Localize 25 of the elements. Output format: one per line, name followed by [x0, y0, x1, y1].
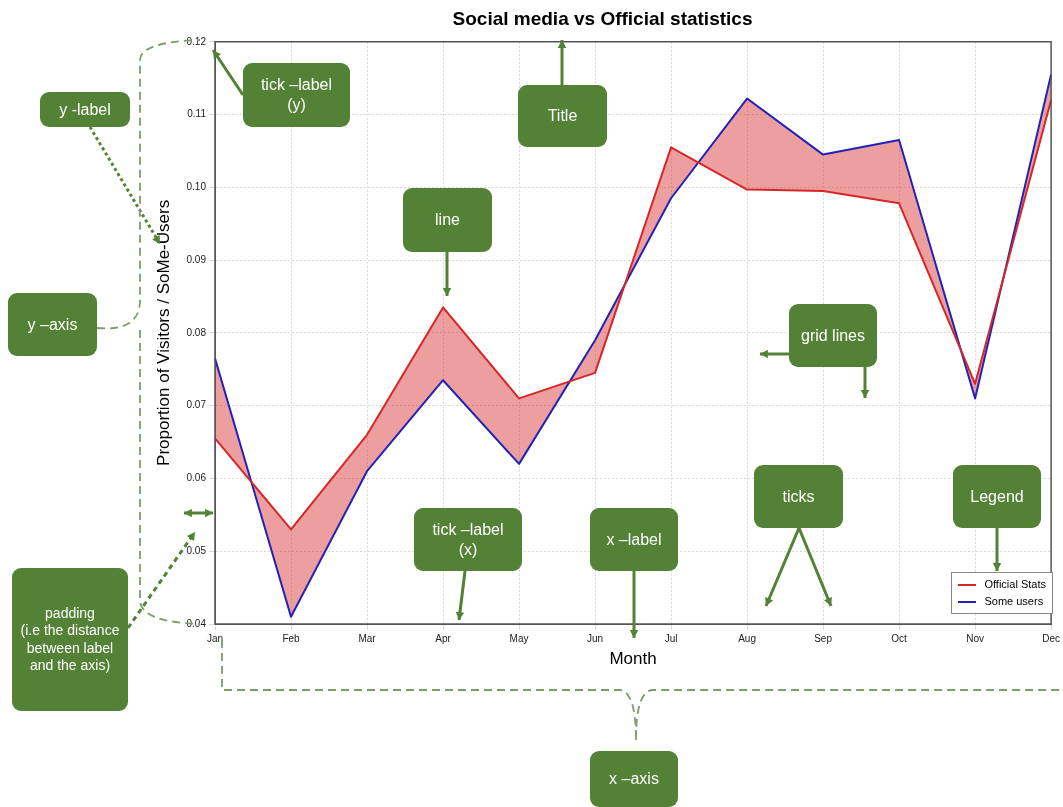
chart-title: Social media vs Official statistics	[452, 7, 753, 29]
x-tick-label: Oct	[891, 632, 908, 644]
x-tick-label: Dec	[1042, 632, 1061, 644]
y-tick-label: 0.11	[187, 108, 207, 120]
y-tick-label: 0.06	[186, 472, 207, 484]
legend-label: Official Stats	[984, 577, 1046, 592]
x-tick-label: Apr	[435, 632, 452, 644]
y-tick-label: 0.10	[186, 181, 207, 193]
x-tick-label: Mar	[358, 632, 377, 644]
y-tick-label: 0.12	[186, 35, 207, 47]
y-tick-label: 0.07	[186, 399, 207, 411]
y-tick-label: 0.05	[186, 544, 207, 556]
legend-label: Some users	[984, 594, 1044, 609]
x-axis-title: Month	[609, 649, 657, 669]
x-tick-label: Jun	[586, 632, 604, 644]
x-tick-label: Jul	[664, 632, 678, 644]
y-tick-label: 0.09	[186, 253, 207, 265]
x-tick-label: Feb	[282, 632, 301, 644]
x-tick-label: Sep	[814, 632, 833, 644]
x-tick-label: Jan	[206, 632, 224, 644]
y-tick-label: 0.08	[186, 326, 207, 338]
x-tick-label: Nov	[966, 632, 984, 644]
y-axis-title: Proportion of Visitors / SoMe-Users	[153, 199, 173, 466]
x-tick-label: May	[509, 632, 529, 644]
x-tick-label: Aug	[738, 632, 756, 644]
